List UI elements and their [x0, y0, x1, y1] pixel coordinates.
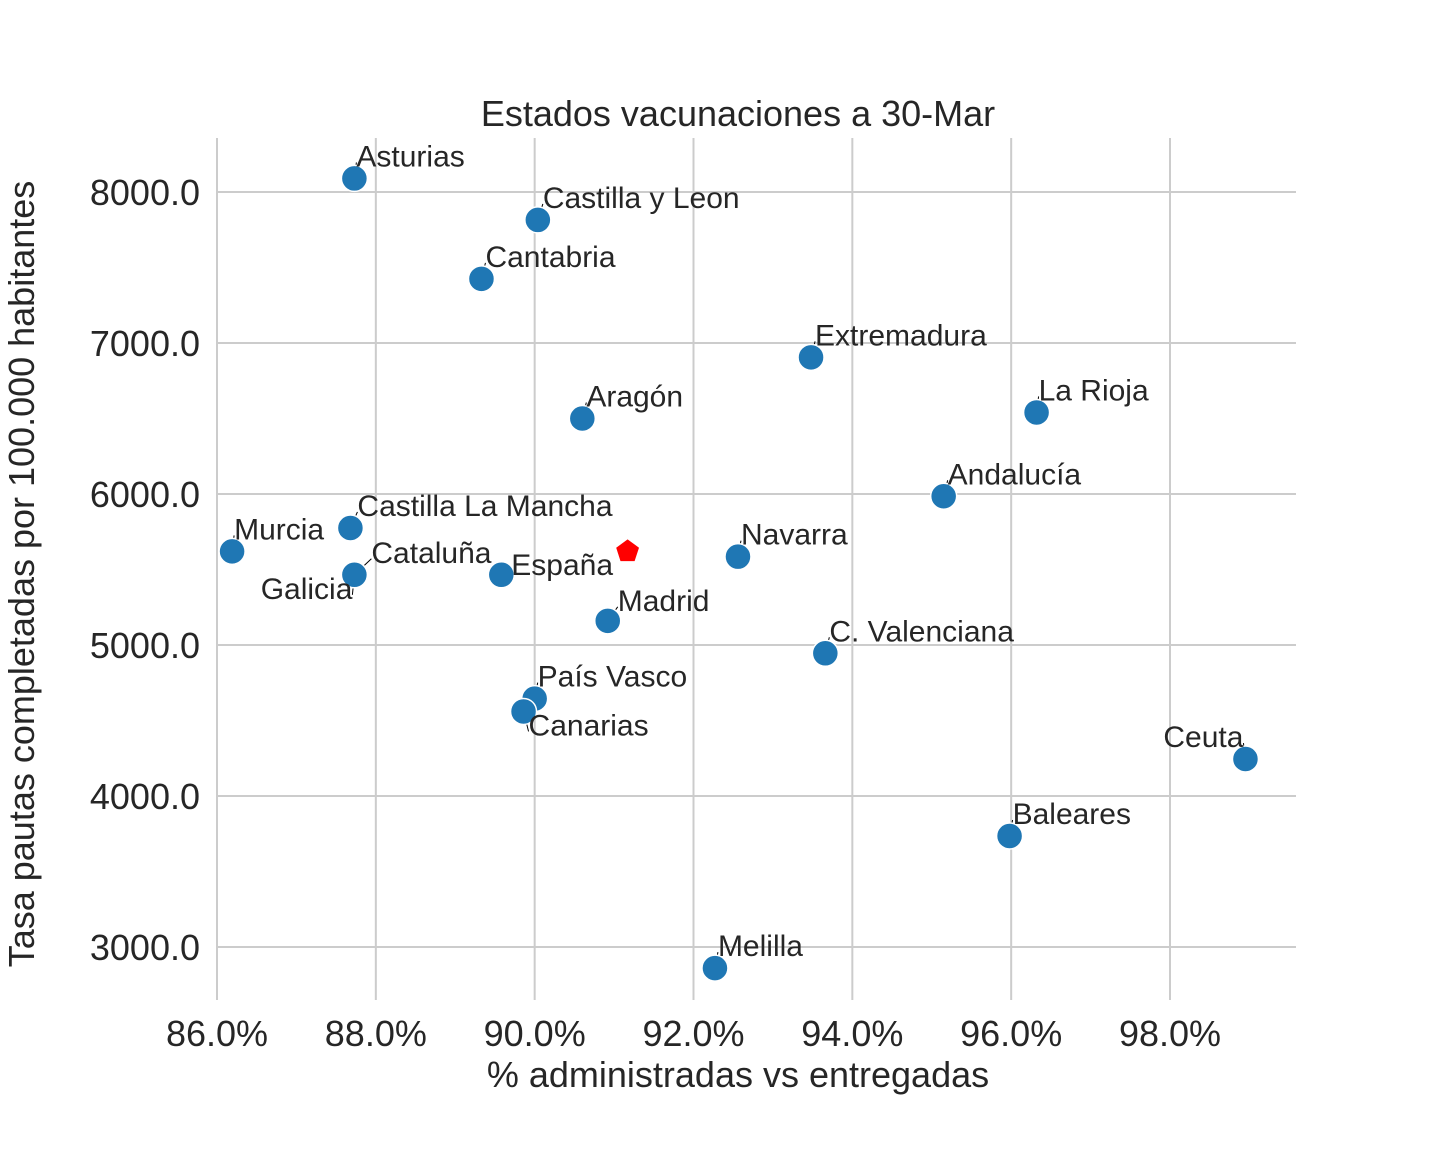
data-point [524, 206, 552, 234]
point-labels: Asturias Castilla y Leon Cantabria Extremad… [234, 140, 1244, 963]
data-point [487, 561, 516, 589]
data-point [340, 164, 369, 193]
y-tick-labels: 3000.0 4000.0 5000.0 6000.0 7000.0 8000.0 [90, 172, 200, 968]
point-label: País Vasco [538, 661, 688, 694]
y-tick-label: 3000.0 [90, 927, 200, 968]
chart-title: Estados vacunaciones a 30-Mar [481, 93, 995, 134]
data-points [218, 164, 1260, 982]
x-tick-label: 90.0% [484, 1013, 586, 1054]
point-label: Ceuta [1163, 721, 1243, 754]
data-point [218, 537, 246, 566]
x-tick-label: 98.0% [1119, 1013, 1221, 1054]
data-point [593, 607, 622, 635]
point-label: Cantabria [485, 241, 615, 274]
data-point [340, 561, 369, 589]
point-label: Andalucía [948, 458, 1082, 491]
grid-lines [216, 138, 1296, 1000]
point-label: Extremadura [815, 319, 987, 352]
x-axis-label: % administradas vs entregadas [487, 1054, 989, 1095]
point-label: Melilla [718, 930, 803, 963]
point-label: La Rioja [1039, 374, 1149, 407]
data-point [811, 639, 840, 668]
y-axis-label: Tasa pautas completadas por 100.000 habi… [1, 181, 42, 968]
point-label: Canarias [529, 709, 649, 742]
point-label: Castilla La Mancha [357, 490, 612, 523]
point-label: Aragón [586, 381, 683, 414]
point-label: Castilla y Leon [543, 182, 740, 215]
data-point [797, 343, 825, 372]
data-point [724, 542, 752, 571]
highlight-pentagon [616, 539, 639, 562]
x-tick-labels: 86.0% 88.0% 90.0% 92.0% 94.0% 96.0% 98.0% [166, 1013, 1221, 1054]
point-label: Murcia [234, 513, 324, 546]
y-tick-label: 6000.0 [90, 474, 200, 515]
data-point [701, 954, 729, 982]
point-label: Galicia [261, 573, 353, 606]
data-point [336, 514, 365, 542]
point-label: C. Valenciana [829, 615, 1014, 648]
data-point [509, 697, 538, 726]
data-point [929, 482, 958, 511]
point-label: Asturias [356, 140, 464, 173]
x-tick-label: 94.0% [801, 1013, 903, 1054]
x-tick-label: 88.0% [325, 1013, 427, 1054]
data-point [1022, 398, 1051, 427]
point-label: Cataluña [371, 537, 491, 570]
point-label: Madrid [618, 585, 710, 618]
x-tick-label: 92.0% [642, 1013, 744, 1054]
data-point [1231, 745, 1260, 773]
y-tick-label: 8000.0 [90, 172, 200, 213]
x-tick-label: 96.0% [960, 1013, 1062, 1054]
y-tick-label: 5000.0 [90, 625, 200, 666]
point-label: Navarra [741, 519, 848, 552]
x-tick-label: 86.0% [166, 1013, 268, 1054]
data-point [995, 822, 1024, 850]
data-point [568, 404, 597, 433]
y-tick-label: 7000.0 [90, 323, 200, 364]
y-tick-label: 4000.0 [90, 776, 200, 817]
point-label: Baleares [1013, 798, 1131, 831]
highlight-marker [616, 539, 639, 562]
point-label: España [511, 549, 613, 582]
data-point [467, 265, 496, 293]
